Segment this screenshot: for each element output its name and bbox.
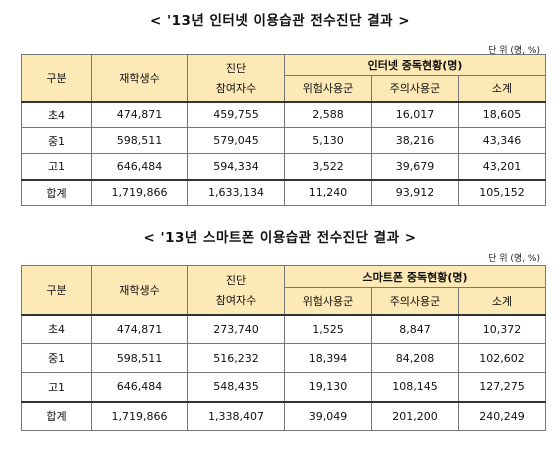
table-row: 초4 474,871 459,755 2,588 16,017 18,605	[21, 100, 547, 128]
cell-enrolled: 598,511	[91, 127, 188, 154]
total-enrolled: 1,719,866	[91, 178, 188, 206]
cell-caution: 16,017	[371, 100, 459, 128]
table-row: 중1 598,511 516,232 18,394 84,208 102,602	[21, 343, 547, 373]
table-row: 중1 598,511 579,045 5,130 38,216 43,346	[21, 127, 547, 154]
header-category: 구분	[21, 265, 92, 315]
cell-subtotal: 10,372	[457, 313, 547, 344]
total-caution: 93,912	[371, 178, 459, 206]
smartphone-table: 구분 재학생수 진단 참여자수 스마트폰 중독현황(명) 위험사용군 주의사용군…	[21, 265, 547, 431]
cell-risk: 19,130	[284, 372, 372, 402]
cell-subtotal: 127,275	[457, 372, 547, 402]
total-risk: 39,049	[284, 400, 372, 431]
cell-caution: 39,679	[371, 153, 459, 180]
total-risk: 11,240	[284, 178, 372, 206]
total-row: 합계 1,719,866 1,633,134 11,240 93,912 105…	[21, 178, 547, 206]
cell-subtotal: 102,602	[457, 343, 547, 373]
internet-unit-label: 단 위 (명, %)	[488, 46, 540, 56]
cell-caution: 108,145	[371, 372, 459, 402]
cell-participants: 459,755	[187, 100, 285, 128]
header-risk: 위험사용군	[284, 287, 372, 315]
header-subtotal: 소계	[457, 75, 547, 102]
cell-subtotal: 43,346	[457, 127, 547, 154]
smartphone-table-title: < '13년 스마트폰 이용습관 전수진단 결과 >	[143, 230, 417, 246]
total-participants: 1,633,134	[187, 178, 285, 206]
total-label: 합계	[21, 400, 92, 431]
header-addiction-group: 스마트폰 중독현황(명)	[283, 265, 547, 288]
cell-caution: 8,847	[371, 313, 459, 344]
cell-enrolled: 474,871	[91, 313, 188, 344]
total-participants: 1,338,407	[187, 400, 285, 431]
total-row: 합계 1,719,866 1,338,407 39,049 201,200 24…	[21, 400, 547, 431]
cell-enrolled: 598,511	[91, 343, 188, 373]
cell-risk: 5,130	[284, 127, 372, 154]
cell-enrolled: 646,484	[91, 153, 188, 180]
cell-caution: 84,208	[371, 343, 459, 373]
cell-caution: 38,216	[371, 127, 459, 154]
cell-risk: 3,522	[284, 153, 372, 180]
header-participants: 진단 참여자수	[187, 265, 285, 315]
header-caution: 주의사용군	[371, 75, 459, 102]
header-participants-bottom: 참여자수	[215, 81, 257, 95]
header-participants-bottom: 참여자수	[215, 293, 257, 307]
total-label: 합계	[21, 178, 92, 206]
row-label: 중1	[21, 127, 92, 154]
cell-risk: 18,394	[284, 343, 372, 373]
header-participants: 진단 참여자수	[187, 54, 285, 102]
cell-participants: 579,045	[187, 127, 285, 154]
header-category: 구분	[21, 54, 92, 102]
header-risk: 위험사용군	[284, 75, 372, 102]
internet-table-title: < '13년 인터넷 이용습관 전수진단 결과 >	[149, 13, 411, 29]
total-caution: 201,200	[371, 400, 459, 431]
cell-participants: 516,232	[187, 343, 285, 373]
internet-table: 구분 재학생수 진단 참여자수 인터넷 중독현황(명) 위험사용군 주의사용군 …	[21, 54, 547, 206]
cell-participants: 594,334	[187, 153, 285, 180]
header-participants-top: 진단	[225, 273, 247, 287]
header-enrolled: 재학생수	[91, 54, 188, 102]
cell-enrolled: 474,871	[91, 100, 188, 128]
cell-enrolled: 646,484	[91, 372, 188, 402]
total-subtotal: 105,152	[457, 178, 547, 206]
row-label: 고1	[21, 153, 92, 180]
cell-participants: 548,435	[187, 372, 285, 402]
row-label: 중1	[21, 343, 92, 373]
header-caution: 주의사용군	[371, 287, 459, 315]
header-enrolled: 재학생수	[91, 265, 188, 315]
cell-risk: 1,525	[284, 313, 372, 344]
smartphone-unit-label: 단 위 (명, %)	[488, 254, 540, 264]
total-enrolled: 1,719,866	[91, 400, 188, 431]
row-label: 초4	[21, 100, 92, 128]
cell-subtotal: 18,605	[457, 100, 547, 128]
total-subtotal: 240,249	[457, 400, 547, 431]
header-participants-top: 진단	[225, 61, 247, 75]
header-subtotal: 소계	[457, 287, 547, 315]
row-label: 초4	[21, 313, 92, 344]
row-label: 고1	[21, 372, 92, 402]
table-row: 고1 646,484 594,334 3,522 39,679 43,201	[21, 153, 547, 180]
cell-participants: 273,740	[187, 313, 285, 344]
table-row: 고1 646,484 548,435 19,130 108,145 127,27…	[21, 372, 547, 402]
table-row: 초4 474,871 273,740 1,525 8,847 10,372	[21, 313, 547, 344]
cell-subtotal: 43,201	[457, 153, 547, 180]
header-addiction-group: 인터넷 중독현황(명)	[283, 54, 547, 76]
cell-risk: 2,588	[284, 100, 372, 128]
